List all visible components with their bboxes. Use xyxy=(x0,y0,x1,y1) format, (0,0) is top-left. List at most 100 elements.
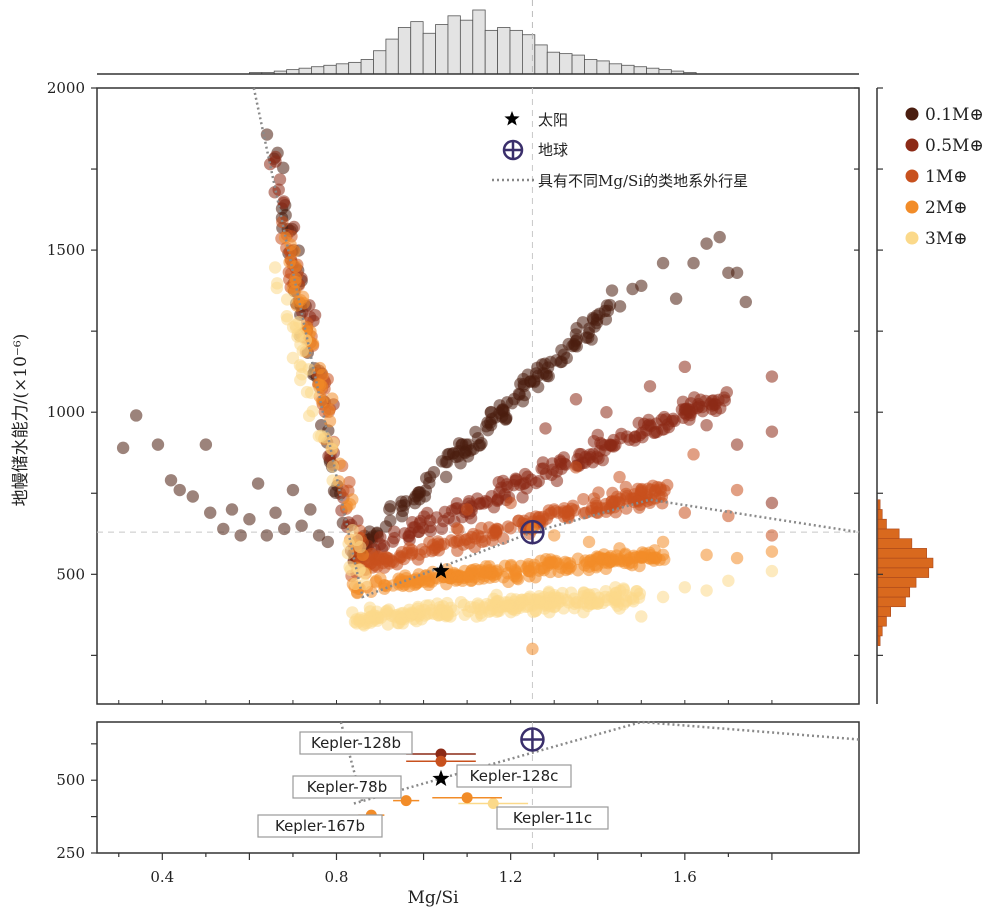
data-point xyxy=(470,610,483,623)
data-point xyxy=(577,586,590,599)
data-point xyxy=(669,292,683,305)
planet-label: Kepler-167b xyxy=(275,817,365,835)
data-point xyxy=(380,579,393,593)
main-trend-line xyxy=(252,87,860,599)
data-point xyxy=(268,186,281,199)
y-tick-label: 1000 xyxy=(47,403,85,421)
bottom-sun-star-icon xyxy=(432,769,450,786)
data-point xyxy=(544,355,557,369)
top-histogram-bar xyxy=(323,64,337,75)
right-histogram-bar xyxy=(877,528,900,539)
data-point xyxy=(199,438,213,451)
top-histogram-bar xyxy=(373,50,387,75)
data-point xyxy=(295,519,308,532)
data-point xyxy=(365,609,379,623)
data-point xyxy=(286,483,300,497)
data-point xyxy=(765,545,779,558)
planet-label: Kepler-128b xyxy=(311,734,401,752)
data-point xyxy=(637,417,651,431)
data-point xyxy=(413,493,426,506)
data-point xyxy=(579,506,593,519)
top-histogram-bar xyxy=(298,67,312,75)
top-histogram-bar xyxy=(546,51,561,75)
top-histogram-bar xyxy=(348,61,362,75)
top-histogram-bar xyxy=(608,63,623,75)
data-point xyxy=(635,610,648,623)
data-point xyxy=(516,491,529,504)
data-point xyxy=(269,506,282,519)
top-histogram-bar xyxy=(435,24,449,75)
data-point xyxy=(312,529,326,542)
data-point xyxy=(678,581,692,594)
data-point xyxy=(499,413,512,426)
right-histogram-bar xyxy=(877,557,934,569)
data-point xyxy=(523,592,536,605)
data-point xyxy=(460,532,474,546)
data-point xyxy=(353,540,367,554)
top-histogram-bar xyxy=(422,32,436,75)
planet-point xyxy=(461,792,473,804)
data-point xyxy=(598,304,612,318)
data-point xyxy=(217,522,230,536)
data-point xyxy=(687,256,700,270)
bottom-panel-content: Kepler-128b Kepler-128c Kepler-78b Kepler-1… xyxy=(257,720,860,853)
data-point xyxy=(576,316,590,329)
data-point xyxy=(302,409,316,423)
planet-point xyxy=(487,798,499,810)
x-tick-label: 1.2 xyxy=(499,868,523,886)
x-axis-label: Mg/Si xyxy=(407,888,459,908)
data-point xyxy=(396,504,409,518)
data-point xyxy=(287,220,301,234)
data-point xyxy=(635,483,648,497)
data-point xyxy=(613,470,626,484)
data-point xyxy=(186,490,199,503)
data-point xyxy=(344,563,357,576)
top-histogram-bar xyxy=(472,9,486,75)
data-point xyxy=(458,608,471,621)
data-point xyxy=(273,173,287,186)
earth-icon xyxy=(520,519,545,545)
data-point xyxy=(558,457,571,470)
data-point xyxy=(630,585,643,598)
data-point xyxy=(349,577,362,591)
data-point xyxy=(722,509,735,523)
main-reference-markers xyxy=(432,519,545,579)
top-histogram-bar xyxy=(571,54,585,75)
top-histogram-bar xyxy=(311,66,325,75)
data-point xyxy=(591,506,604,519)
data-point xyxy=(730,266,744,279)
data-point xyxy=(424,524,437,538)
x-tick-label: 0.4 xyxy=(150,868,174,886)
data-point xyxy=(325,392,339,405)
data-point xyxy=(765,425,779,438)
data-point xyxy=(164,474,178,487)
data-point xyxy=(643,380,657,393)
right-histogram-bar xyxy=(877,567,930,578)
data-point xyxy=(312,378,325,391)
top-histogram-bar xyxy=(646,67,660,75)
data-point xyxy=(411,600,425,614)
data-point xyxy=(472,599,485,612)
data-point xyxy=(423,470,437,484)
data-point xyxy=(730,483,744,497)
data-point xyxy=(415,543,429,556)
mass-legend-marker xyxy=(905,107,919,121)
planet-label: Kepler-128c xyxy=(470,767,559,785)
data-point xyxy=(533,597,546,610)
data-point xyxy=(315,395,329,408)
right-histogram-bar xyxy=(877,499,881,510)
data-point xyxy=(700,418,713,432)
top-histogram-bar xyxy=(459,19,474,75)
right-histogram-bar xyxy=(877,518,887,530)
bottom-plot-frame xyxy=(96,721,860,854)
right-histogram-bar xyxy=(877,509,883,520)
data-point xyxy=(129,409,143,422)
data-point xyxy=(635,279,648,292)
data-point xyxy=(517,372,530,386)
data-point xyxy=(722,574,735,587)
top-histogram-bar xyxy=(509,29,523,75)
right-histogram-bar xyxy=(877,635,881,646)
data-point xyxy=(532,475,545,488)
legend-earth-label: 地球 xyxy=(538,141,568,159)
planet-label-box xyxy=(299,731,413,755)
